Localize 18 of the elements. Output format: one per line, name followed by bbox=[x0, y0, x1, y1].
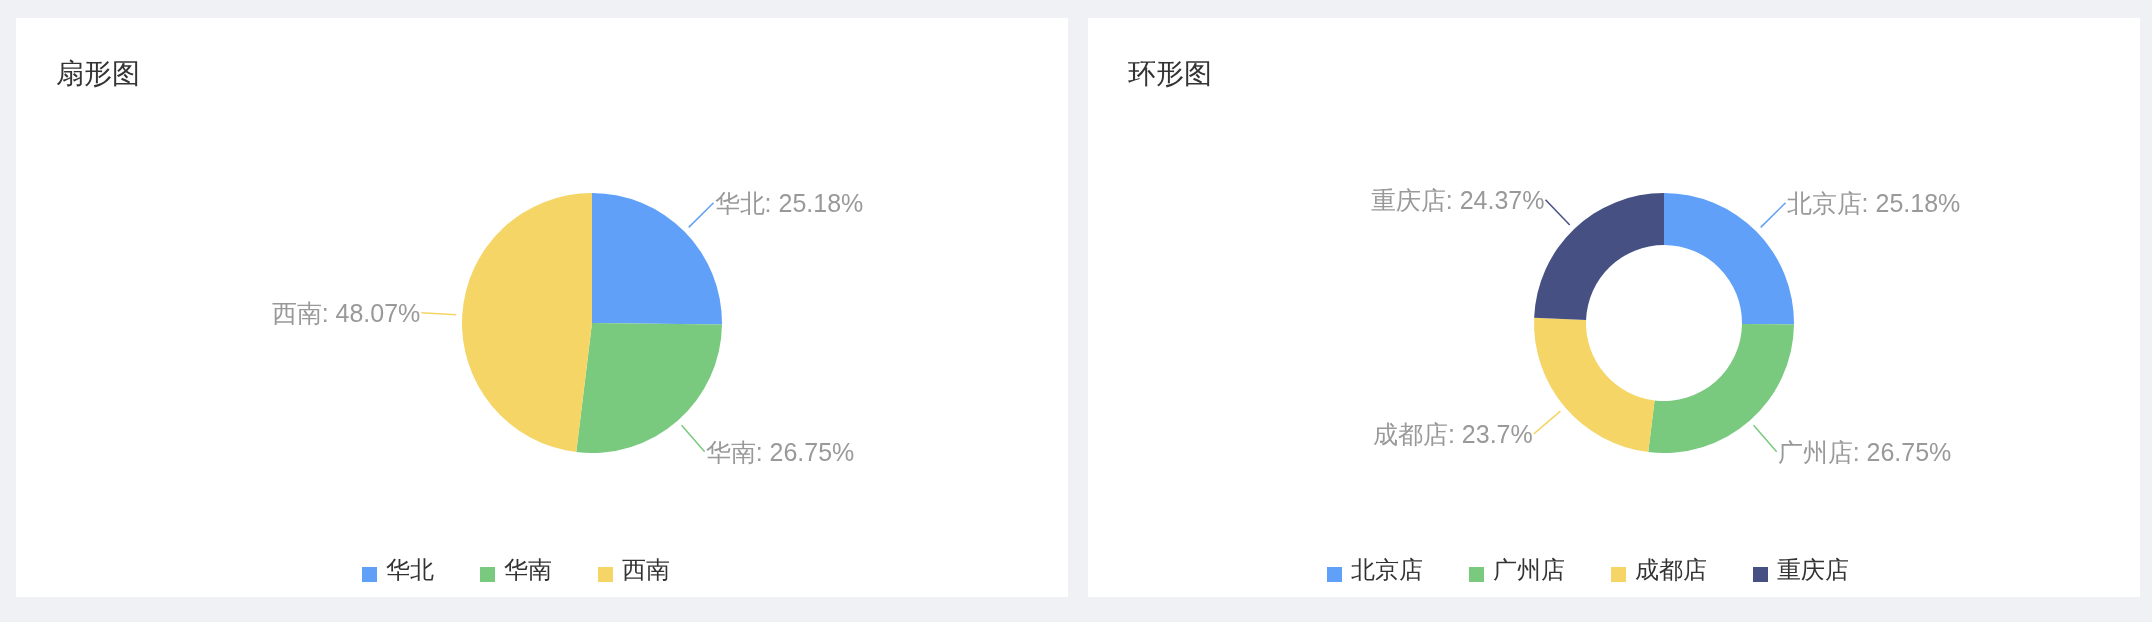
data-label: 华北: 25.18% bbox=[714, 188, 864, 217]
legend-label: 北京店 bbox=[1351, 556, 1423, 583]
legend-label: 重庆店 bbox=[1777, 556, 1849, 583]
legend-label: 成都店 bbox=[1635, 556, 1707, 583]
data-label: 北京店: 25.18% bbox=[1786, 188, 1961, 217]
data-label: 华南: 26.75% bbox=[705, 437, 855, 466]
pie-slice bbox=[462, 193, 592, 453]
data-label: 广州店: 26.75% bbox=[1777, 437, 1952, 466]
data-label: 重庆店: 24.37% bbox=[1370, 185, 1545, 214]
chart-title: 扇形图 bbox=[56, 57, 140, 91]
legend-label: 广州店 bbox=[1493, 556, 1565, 583]
legend-label: 华北 bbox=[386, 556, 434, 583]
legend-label: 华南 bbox=[504, 556, 552, 583]
legend-label: 西南 bbox=[622, 556, 670, 583]
donut-slice bbox=[1534, 317, 1655, 453]
data-label: 成都店: 23.7% bbox=[1372, 419, 1533, 448]
data-label: 西南: 48.07% bbox=[271, 298, 421, 327]
chart-title: 环形图 bbox=[1128, 57, 1212, 91]
